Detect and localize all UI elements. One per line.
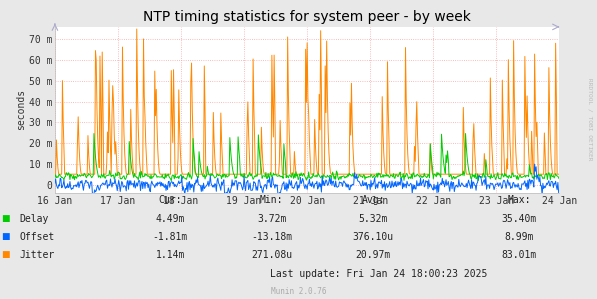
Text: ■: ■ xyxy=(1,214,10,223)
Text: Delay: Delay xyxy=(20,214,49,224)
Text: -13.18m: -13.18m xyxy=(251,232,292,242)
Text: 271.08u: 271.08u xyxy=(251,250,292,260)
Text: Jitter: Jitter xyxy=(20,250,55,260)
Text: -1.81m: -1.81m xyxy=(152,232,188,242)
Text: 35.40m: 35.40m xyxy=(501,214,537,224)
Y-axis label: seconds: seconds xyxy=(16,89,26,130)
Text: 4.49m: 4.49m xyxy=(155,214,185,224)
Text: 8.99m: 8.99m xyxy=(504,232,534,242)
Text: ■: ■ xyxy=(1,232,10,241)
Text: 20.97m: 20.97m xyxy=(355,250,391,260)
Text: 5.32m: 5.32m xyxy=(358,214,388,224)
Text: 376.10u: 376.10u xyxy=(353,232,393,242)
Text: Last update: Fri Jan 24 18:00:23 2025: Last update: Fri Jan 24 18:00:23 2025 xyxy=(270,269,488,279)
Text: Min:: Min: xyxy=(260,195,284,205)
Text: 3.72m: 3.72m xyxy=(257,214,287,224)
Text: 83.01m: 83.01m xyxy=(501,250,537,260)
Text: 1.14m: 1.14m xyxy=(155,250,185,260)
Text: Munin 2.0.76: Munin 2.0.76 xyxy=(271,287,326,296)
Text: Cur:: Cur: xyxy=(158,195,182,205)
Text: ■: ■ xyxy=(1,250,10,259)
Text: Avg:: Avg: xyxy=(361,195,385,205)
Text: Offset: Offset xyxy=(20,232,55,242)
Title: NTP timing statistics for system peer - by week: NTP timing statistics for system peer - … xyxy=(143,10,471,24)
Text: Max:: Max: xyxy=(507,195,531,205)
Text: RRDTOOL / TOBI OETIKER: RRDTOOL / TOBI OETIKER xyxy=(588,78,593,161)
